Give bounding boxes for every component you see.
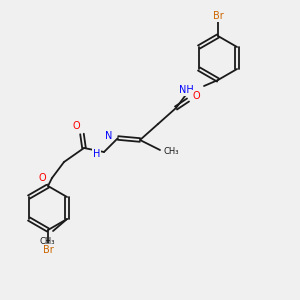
Text: N: N bbox=[105, 131, 112, 141]
Text: Br: Br bbox=[213, 11, 224, 21]
Text: H: H bbox=[93, 149, 100, 159]
Text: CH₃: CH₃ bbox=[39, 237, 55, 246]
Text: O: O bbox=[192, 91, 200, 101]
Text: O: O bbox=[72, 121, 80, 131]
Text: NH: NH bbox=[179, 85, 194, 95]
Text: Br: Br bbox=[43, 245, 53, 255]
Text: O: O bbox=[38, 173, 46, 183]
Text: CH₃: CH₃ bbox=[164, 148, 179, 157]
